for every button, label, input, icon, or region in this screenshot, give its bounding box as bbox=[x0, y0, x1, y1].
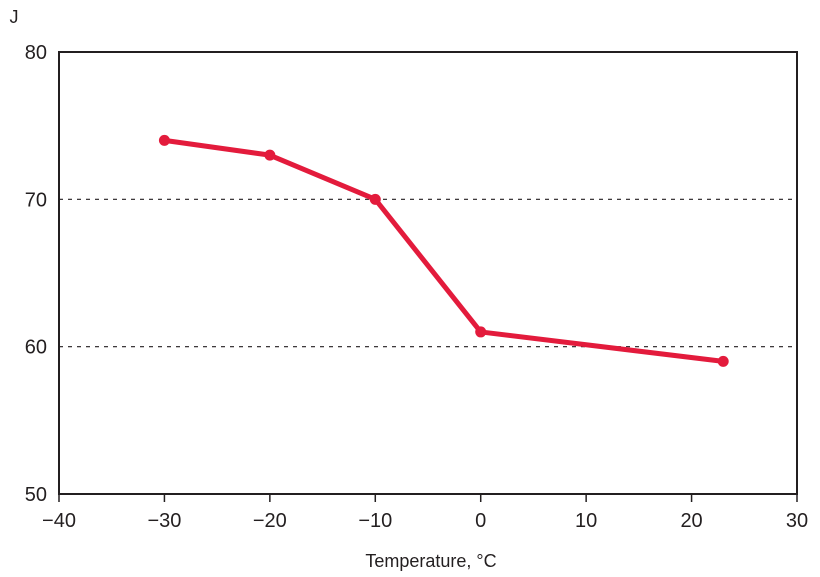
data-point bbox=[369, 193, 381, 205]
y-axis-ticks: 50 60 70 80 bbox=[25, 42, 47, 506]
x-axis-label: Temperature, °C bbox=[365, 551, 496, 571]
y-tick-label: 50 bbox=[25, 484, 47, 506]
x-tick-label: 10 bbox=[575, 510, 597, 532]
x-tick-label: −30 bbox=[147, 510, 181, 532]
gridlines bbox=[59, 198, 797, 348]
data-series bbox=[158, 134, 729, 367]
plot-area-frame bbox=[58, 51, 798, 495]
x-tick-label: −10 bbox=[358, 510, 392, 532]
x-tick-label: 20 bbox=[680, 510, 702, 532]
y-axis-label: J bbox=[10, 7, 19, 27]
data-point bbox=[717, 355, 729, 367]
x-tick-label: 30 bbox=[786, 510, 808, 532]
x-axis-ticks: −40 −30 −20 −10 0 10 20 30 bbox=[42, 494, 808, 532]
x-tick-label: 0 bbox=[475, 510, 486, 532]
y-tick-label: 60 bbox=[25, 337, 47, 359]
y-tick-label: 80 bbox=[25, 42, 47, 64]
x-tick-label: −20 bbox=[253, 510, 287, 532]
data-point bbox=[264, 149, 276, 161]
y-tick-label: 70 bbox=[25, 189, 47, 211]
series-line bbox=[161, 137, 726, 364]
data-point bbox=[158, 134, 170, 146]
x-tick-label: −40 bbox=[42, 510, 76, 532]
data-point bbox=[475, 326, 487, 338]
